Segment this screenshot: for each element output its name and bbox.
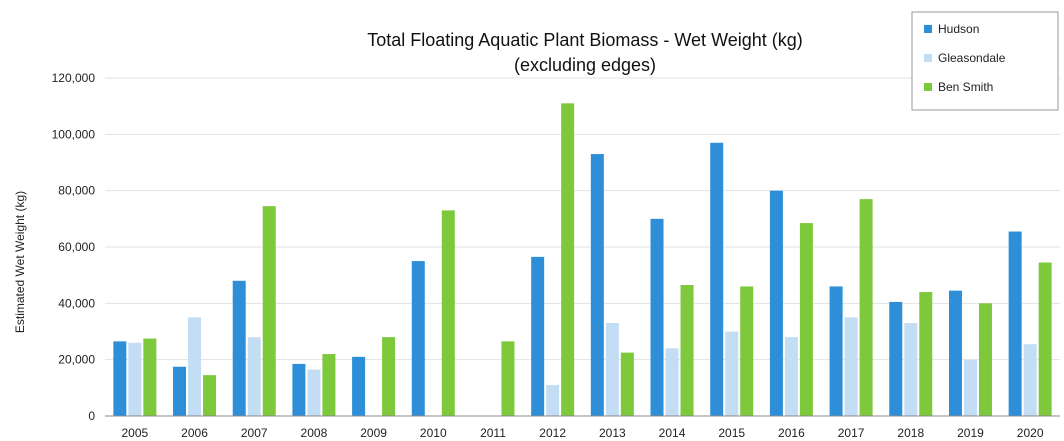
x-tick-label: 2016 <box>778 426 805 440</box>
y-tick-label: 20,000 <box>58 353 95 367</box>
bar-ben-smith-2005 <box>143 338 157 416</box>
bar-gleasondale-2017 <box>844 317 858 416</box>
x-tick-label: 2012 <box>539 426 566 440</box>
bar-ben-smith-2015 <box>740 286 754 416</box>
title-line-2: (excluding edges) <box>514 55 656 75</box>
x-tick-label: 2010 <box>420 426 447 440</box>
y-tick-label: 0 <box>88 409 95 423</box>
bar-gleasondale-2005 <box>128 342 142 416</box>
bar-ben-smith-2008 <box>322 354 336 416</box>
legend-swatch-gleasondale <box>924 54 932 62</box>
bar-ben-smith-2019 <box>978 303 992 416</box>
bar-hudson-2007 <box>232 280 246 416</box>
legend-swatch-ben-smith <box>924 83 932 91</box>
bar-hudson-2013 <box>590 154 604 417</box>
bar-gleasondale-2006 <box>188 317 202 416</box>
bar-hudson-2008 <box>292 363 306 416</box>
bar-gleasondale-2007 <box>247 337 261 416</box>
bar-ben-smith-2018 <box>919 292 933 416</box>
chart-title: Total Floating Aquatic Plant Biomass - W… <box>367 30 803 75</box>
y-axis-label: Estimated Wet Weight (kg) <box>13 191 27 333</box>
x-tick-label: 2008 <box>301 426 328 440</box>
bar-ben-smith-2012 <box>561 103 575 416</box>
x-tick-label: 2017 <box>838 426 865 440</box>
x-tick-label: 2015 <box>718 426 745 440</box>
legend-label-gleasondale: Gleasondale <box>938 51 1006 65</box>
y-axis-ticks: 0 20,000 40,000 60,000 80,000 100,000 120,000 <box>52 71 96 423</box>
y-tick-label: 60,000 <box>58 240 95 254</box>
x-tick-label: 2006 <box>181 426 208 440</box>
bar-gleasondale-2008 <box>307 369 321 416</box>
bar-ben-smith-2017 <box>859 199 873 416</box>
bar-gleasondale-2013 <box>605 323 619 416</box>
bar-gleasondale-2018 <box>904 323 918 416</box>
x-tick-label: 2014 <box>659 426 686 440</box>
y-tick-label: 40,000 <box>58 296 95 310</box>
bar-hudson-2005 <box>113 341 127 416</box>
bar-hudson-2020 <box>1008 231 1022 416</box>
x-tick-label: 2007 <box>241 426 268 440</box>
bar-hudson-2016 <box>769 190 783 416</box>
legend-box <box>911 11 1059 111</box>
legend-swatch-hudson <box>924 25 932 33</box>
bar-gleasondale-2016 <box>784 337 798 416</box>
y-tick-label: 80,000 <box>58 184 95 198</box>
x-tick-label: 2019 <box>957 426 984 440</box>
bar-ben-smith-2014 <box>680 285 694 416</box>
bar-gleasondale-2020 <box>1023 344 1037 416</box>
x-tick-label: 2020 <box>1017 426 1044 440</box>
bar-hudson-2009 <box>352 356 366 416</box>
bar-ben-smith-2011 <box>501 341 515 416</box>
gridlines <box>105 77 1060 361</box>
bar-gleasondale-2015 <box>725 331 739 416</box>
x-tick-label: 2018 <box>897 426 924 440</box>
bar-hudson-2019 <box>948 290 962 416</box>
y-tick-label: 120,000 <box>52 71 96 85</box>
bar-ben-smith-2006 <box>203 375 217 416</box>
legend-label-ben-smith: Ben Smith <box>938 80 993 94</box>
bar-ben-smith-2020 <box>1038 262 1052 416</box>
x-tick-label: 2011 <box>480 426 506 440</box>
bar-gleasondale-2012 <box>546 385 560 416</box>
bar-ben-smith-2007 <box>262 206 276 416</box>
bar-hudson-2014 <box>650 218 664 416</box>
bar-hudson-2018 <box>889 301 903 416</box>
bar-hudson-2015 <box>710 142 724 417</box>
bar-hudson-2012 <box>531 256 545 416</box>
bar-hudson-2010 <box>411 261 425 416</box>
x-tick-label: 2013 <box>599 426 626 440</box>
y-tick-label: 100,000 <box>52 127 96 141</box>
bar-hudson-2017 <box>829 286 843 416</box>
x-axis-ticks: 2005 2006 2007 2008 2009 2010 2011 2012 2013 2014… <box>121 426 1043 440</box>
bar-hudson-2006 <box>173 366 187 416</box>
legend: Hudson Gleasondale Ben Smith <box>911 11 1059 111</box>
bar-ben-smith-2016 <box>799 223 813 416</box>
bar-ben-smith-2009 <box>382 337 396 416</box>
x-tick-label: 2009 <box>360 426 387 440</box>
bar-gleasondale-2014 <box>665 348 679 416</box>
bar-ben-smith-2013 <box>620 352 634 416</box>
bar-gleasondale-2019 <box>963 359 977 416</box>
x-tick-label: 2005 <box>121 426 148 440</box>
legend-label-hudson: Hudson <box>938 22 979 36</box>
bar-ben-smith-2010 <box>441 210 455 416</box>
title-line-1: Total Floating Aquatic Plant Biomass - W… <box>367 30 803 50</box>
bars <box>113 103 1052 417</box>
